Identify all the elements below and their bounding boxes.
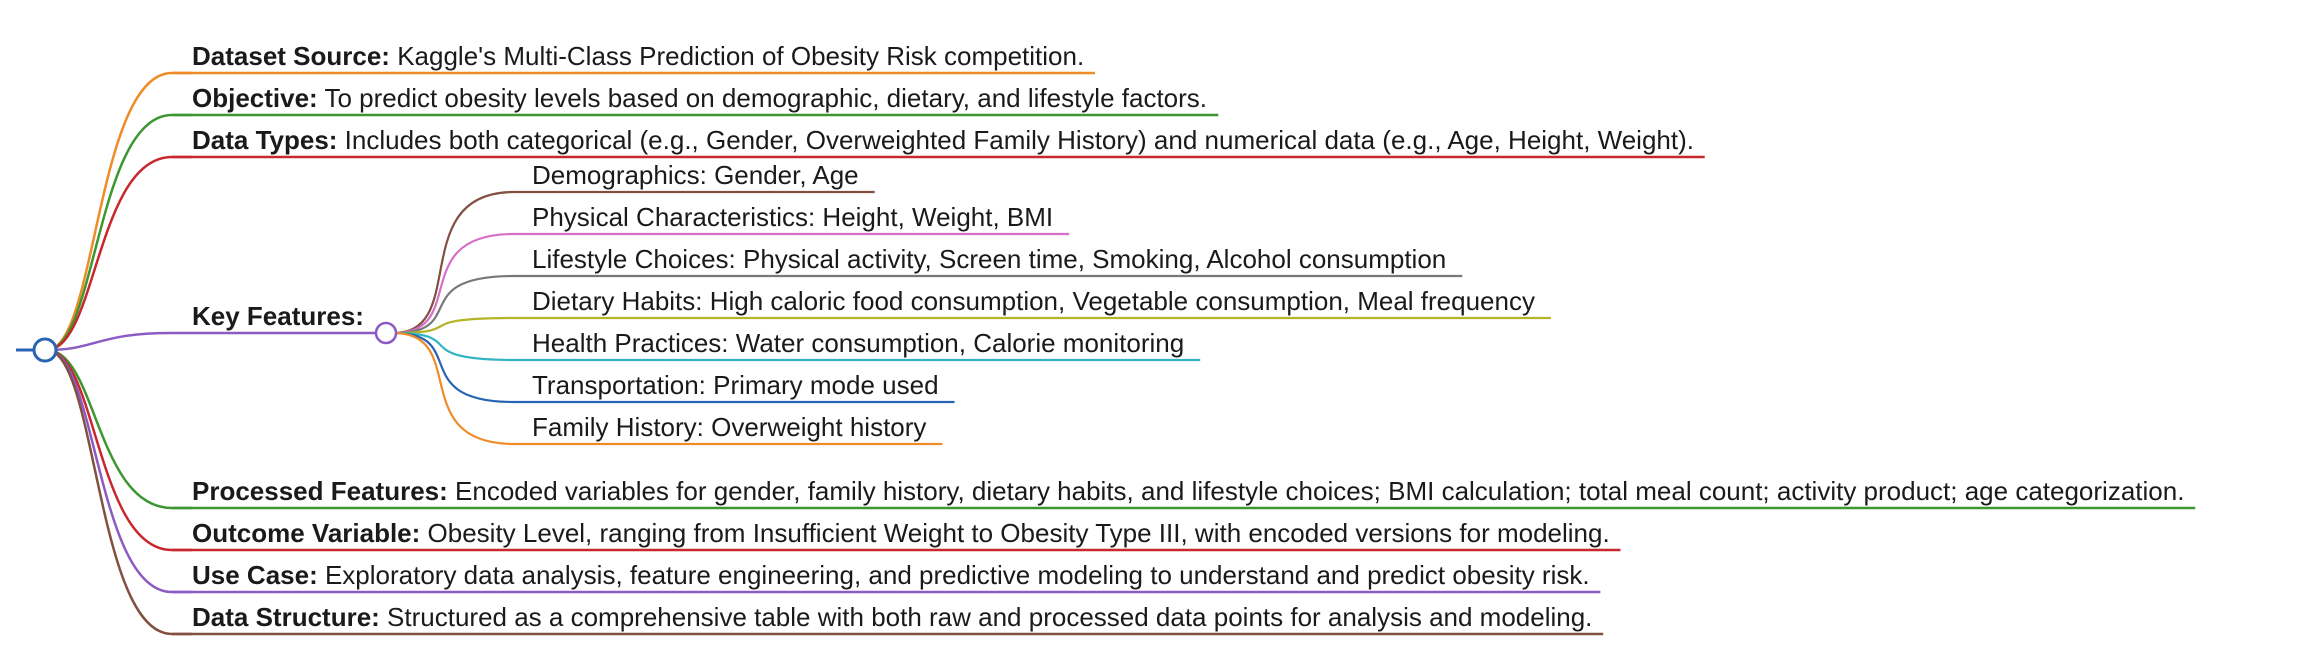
branch-topic-text: Outcome Variable: Obesity Level, ranging…	[192, 518, 1610, 548]
branch-topic-description: Exploratory data analysis, feature engin…	[318, 560, 1590, 590]
branch-topic-description: Encoded variables for gender, family his…	[448, 476, 2185, 506]
sub-branch-connector	[393, 232, 515, 335]
branch-topic-description: Includes both categorical (e.g., Gender,…	[337, 125, 1694, 155]
sub-branch-connector	[393, 316, 515, 335]
topic-texts: Dataset Source: Kaggle's Multi-Class Pre…	[192, 41, 2184, 632]
branch-topic-text: Objective: To predict obesity levels bas…	[192, 83, 1207, 113]
sub-branch-connector	[393, 331, 515, 446]
branch-topic-label: Use Case:	[192, 560, 318, 590]
branch-topic-text: Processed Features: Encoded variables fo…	[192, 476, 2184, 506]
branch-connector	[46, 155, 192, 352]
sub-topic-text: Health Practices: Water consumption, Cal…	[532, 328, 1184, 358]
branch-topic-label: Key Features:	[192, 301, 364, 331]
branch-topic-label: Processed Features:	[192, 476, 448, 506]
sub-branch-connector	[393, 331, 515, 404]
sub-topic-text: Lifestyle Choices: Physical activity, Sc…	[532, 244, 1446, 274]
branch-topic-text: Dataset Source: Kaggle's Multi-Class Pre…	[192, 41, 1084, 71]
sub-topic-text: Physical Characteristics: Height, Weight…	[532, 202, 1053, 232]
sub-topic-text: Dietary Habits: High caloric food consum…	[532, 286, 1535, 316]
sub-topic-text: Transportation: Primary mode used	[532, 370, 939, 400]
key-features-collapse-node[interactable]	[374, 321, 398, 345]
branch-topic-text: Data Types: Includes both categorical (e…	[192, 125, 1694, 155]
branch-topic-text: Key Features:	[192, 301, 364, 331]
branch-topic-description: To predict obesity levels based on demog…	[318, 83, 1207, 113]
sub-branch-connector	[393, 331, 515, 362]
branch-topic-label: Objective:	[192, 83, 318, 113]
sub-branch-connector	[393, 274, 515, 335]
root-collapse-node[interactable]	[32, 337, 58, 363]
sub-topic-text: Family History: Overweight history	[532, 412, 926, 442]
sub-branch-connector	[393, 190, 515, 335]
branch-topic-text: Use Case: Exploratory data analysis, fea…	[192, 560, 1590, 590]
sub-branch-connectors	[393, 190, 515, 446]
branch-topic-label: Outcome Variable:	[192, 518, 420, 548]
branch-connector	[46, 331, 173, 352]
branch-connector	[46, 348, 192, 552]
sub-topic-text: Demographics: Gender, Age	[532, 160, 859, 190]
branch-connectors	[16, 71, 192, 636]
branch-connector	[46, 113, 192, 352]
branch-topic-description: Structured as a comprehensive table with…	[380, 602, 1593, 632]
branch-topic-label: Data Structure:	[192, 602, 380, 632]
branch-connector	[46, 348, 192, 636]
collapse-nodes[interactable]	[32, 321, 398, 363]
branch-topic-description: Kaggle's Multi-Class Prediction of Obesi…	[390, 41, 1084, 71]
branch-topic-label: Dataset Source:	[192, 41, 390, 71]
topic-underlines	[172, 71, 2196, 636]
branch-topic-description: Obesity Level, ranging from Insufficient…	[420, 518, 1609, 548]
branch-topic-text: Data Structure: Structured as a comprehe…	[192, 602, 1592, 632]
branch-topic-label: Data Types:	[192, 125, 337, 155]
